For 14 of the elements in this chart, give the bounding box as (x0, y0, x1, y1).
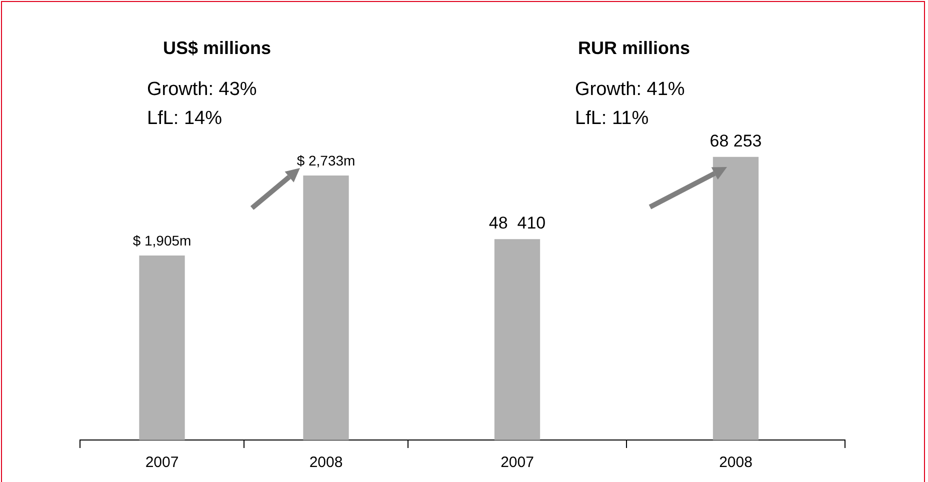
x-tick-label: 2007 (500, 454, 534, 472)
data-label: $ 1,905m (132, 232, 192, 249)
text: Growth: 41% (575, 78, 685, 102)
x-tick-label: 2008 (719, 454, 752, 472)
text: LfL: 11% (575, 107, 649, 131)
text: Growth: 43% (147, 78, 257, 102)
text: LfL: 14% (147, 107, 222, 131)
x-tick-label: 2007 (145, 454, 179, 472)
data-label: $ 2,733m (296, 152, 356, 169)
chart-title: US$ millions (163, 38, 272, 59)
chart-title: RUR millions (578, 38, 690, 59)
x-tick-label: 2008 (309, 454, 343, 472)
data-label: 68 253 (710, 131, 762, 150)
data-label: 48 410 (488, 214, 546, 233)
